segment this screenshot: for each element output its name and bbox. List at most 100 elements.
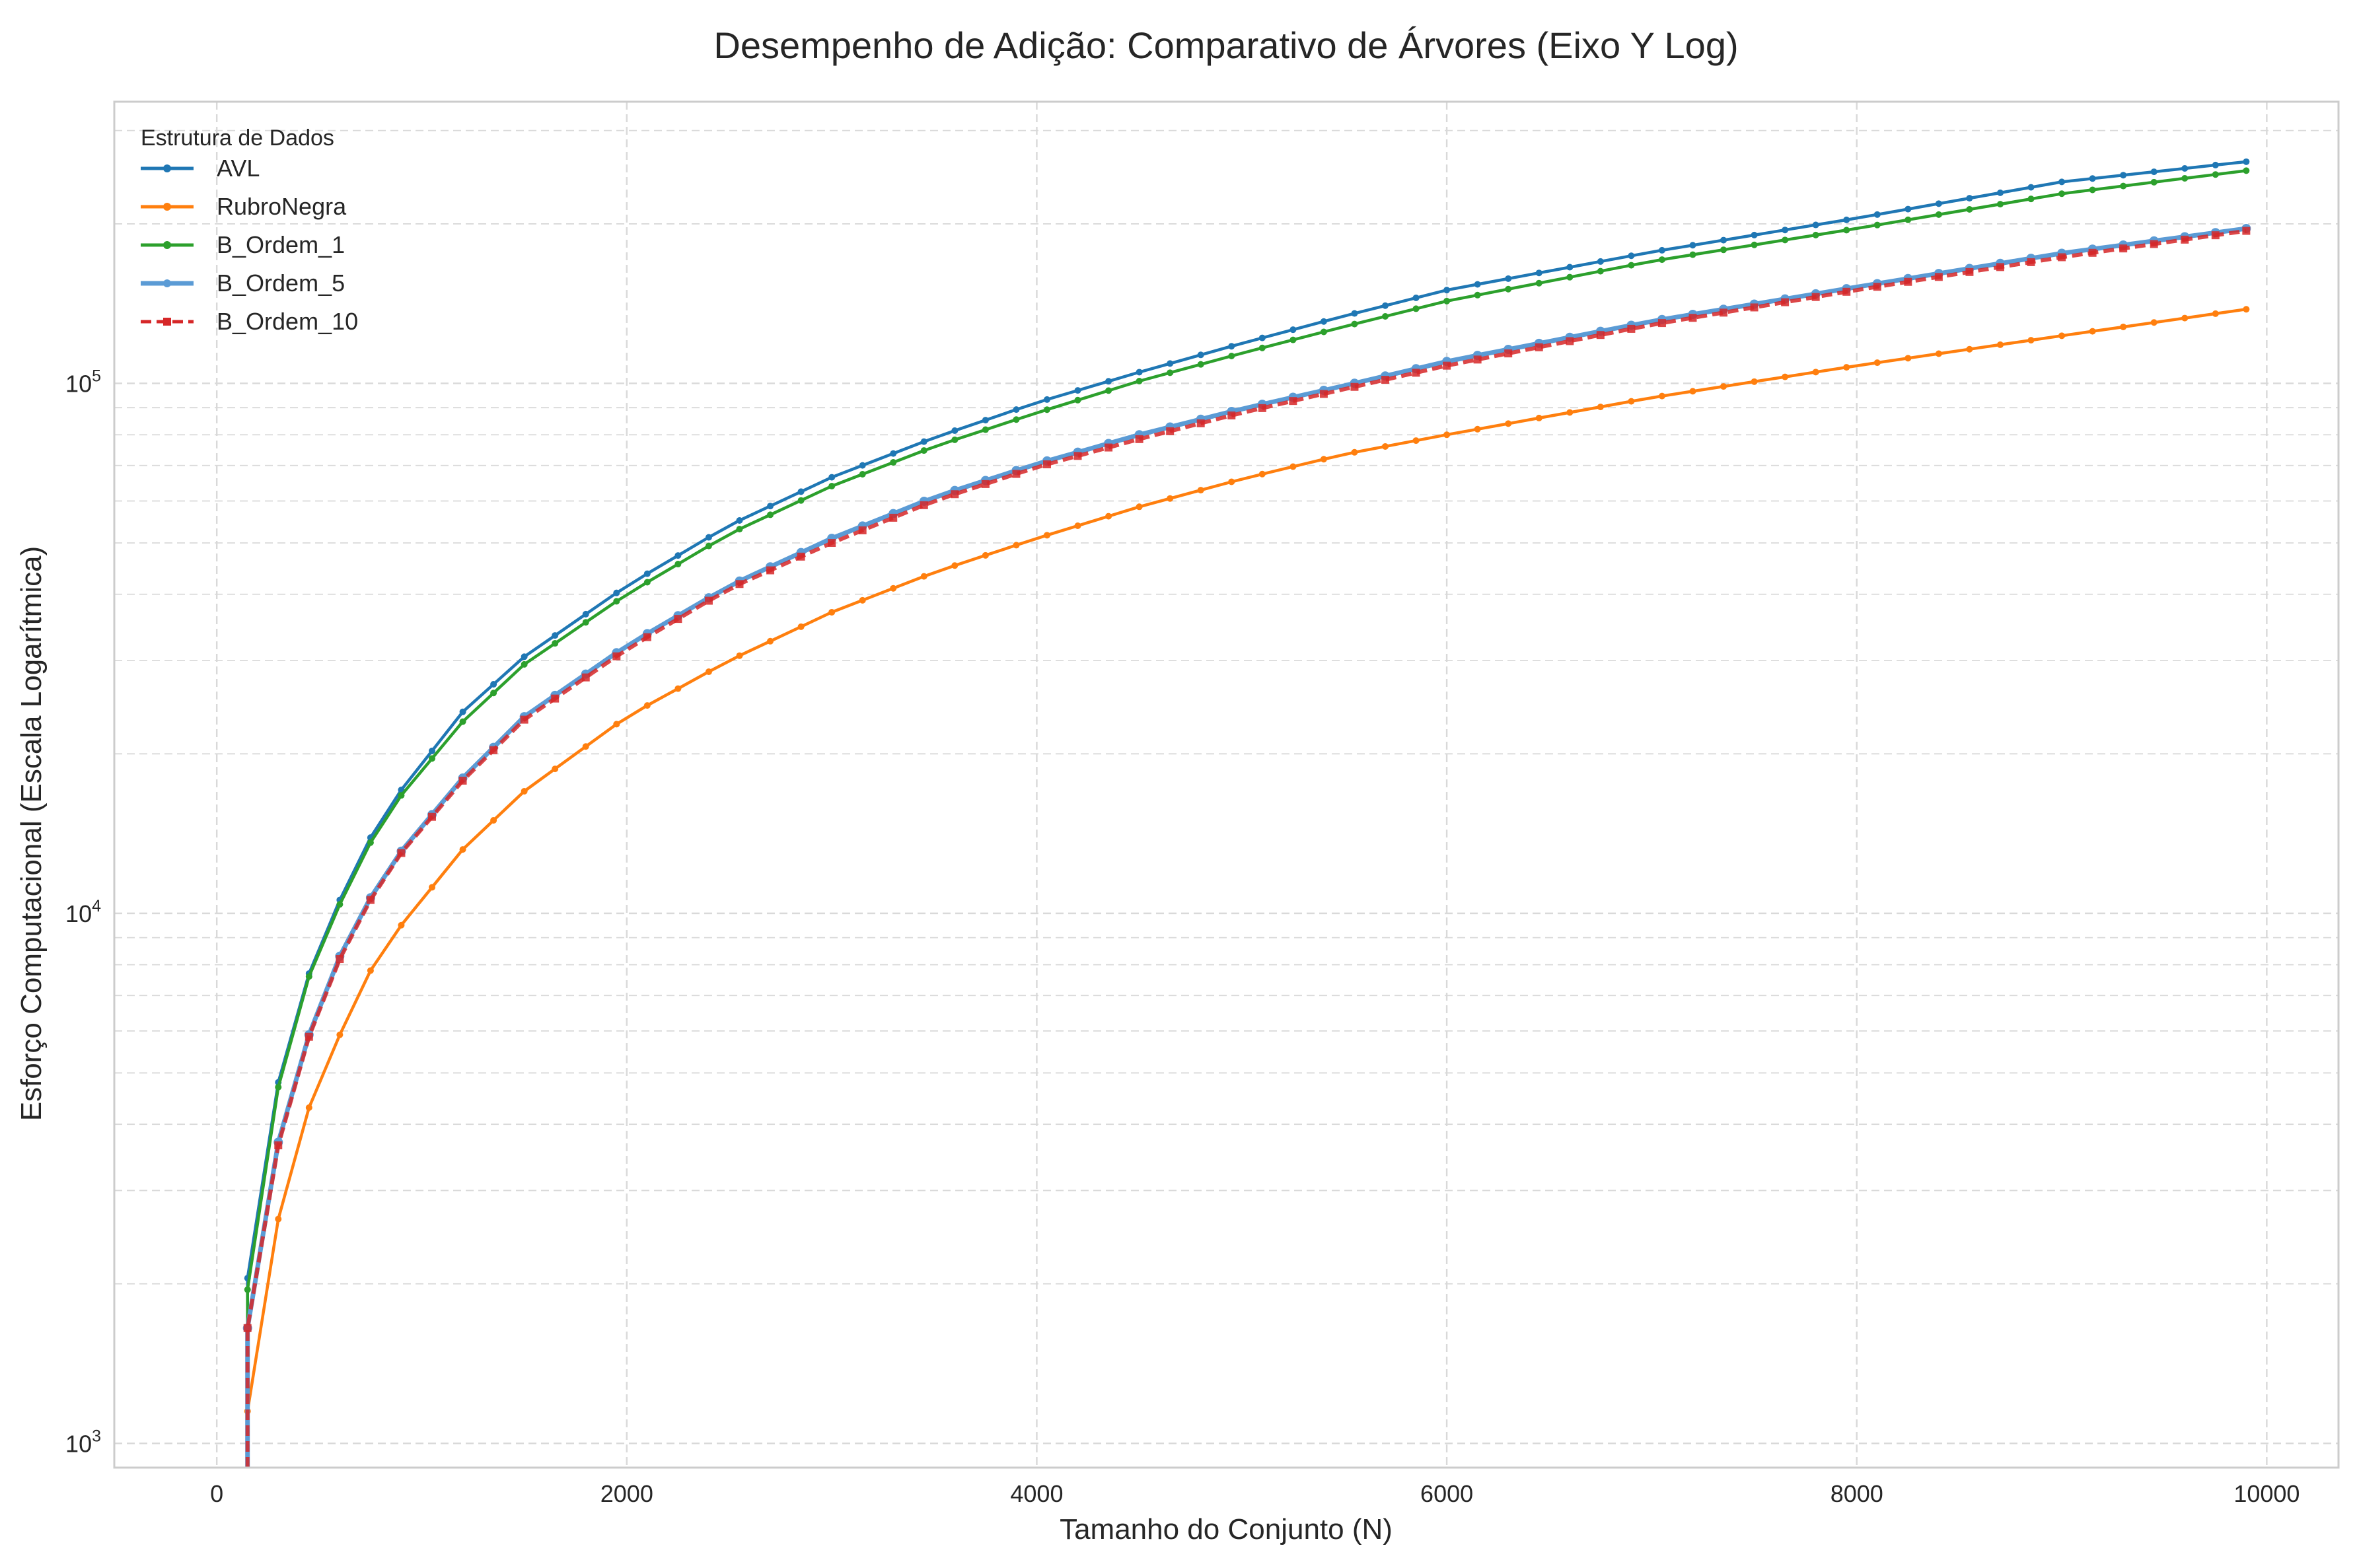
data-point-RubroNegra [2181, 314, 2189, 322]
data-point-B_Ordem_10 [1504, 349, 1513, 358]
data-point-AVL [459, 708, 466, 715]
y-tick-label: 104 [65, 897, 101, 927]
data-point-AVL [1628, 252, 1635, 260]
axes-border [113, 100, 2340, 1469]
data-point-RubroNegra [1751, 378, 1758, 385]
data-point-B_Ordem_10 [336, 955, 344, 964]
y-tick-label: 105 [65, 367, 101, 397]
data-point-AVL [1689, 242, 1696, 249]
data-point-B_Ordem_10 [1443, 361, 1451, 370]
data-point-AVL [1720, 236, 1727, 244]
data-point-B_Ordem_10 [1566, 337, 1574, 345]
data-point-RubroNegra [2212, 310, 2219, 317]
data-point-AVL [920, 438, 927, 445]
data-point-B_Ordem_10 [889, 513, 898, 522]
data-point-B_Ordem_1 [490, 690, 497, 697]
data-point-RubroNegra [1505, 420, 1512, 427]
data-point-B_Ordem_1 [1966, 205, 1973, 213]
data-point-AVL [2212, 161, 2219, 168]
data-point-B_Ordem_10 [674, 615, 682, 624]
data-point-RubroNegra [1474, 425, 1481, 433]
data-point-AVL [2150, 168, 2158, 176]
data-point-RubroNegra [1782, 373, 1789, 380]
data-point-B_Ordem_10 [1381, 376, 1389, 384]
data-point-B_Ordem_1 [1043, 406, 1050, 413]
x-tick-label: 4000 [1010, 1480, 1063, 1507]
data-point-B_Ordem_10 [735, 580, 744, 588]
data-point-RubroNegra [1628, 398, 1635, 405]
data-point-RubroNegra [336, 1031, 344, 1038]
data-point-B_Ordem_1 [1074, 396, 1081, 404]
data-point-B_Ordem_1 [828, 482, 836, 489]
data-point-B_Ordem_1 [2150, 178, 2158, 186]
data-point-RubroNegra [1658, 392, 1665, 400]
data-point-RubroNegra [1966, 345, 1973, 353]
data-point-AVL [1013, 406, 1020, 413]
data-point-RubroNegra [2089, 328, 2096, 335]
data-point-RubroNegra [1043, 532, 1050, 539]
plot-area [113, 100, 2340, 1469]
data-point-B_Ordem_1 [1443, 297, 1451, 304]
legend-marker-RubroNegra [163, 203, 171, 211]
data-point-AVL [1167, 360, 1174, 367]
x-tick-label: 2000 [600, 1480, 653, 1507]
grid-layer [114, 102, 2339, 1468]
y-tick-label: 103 [65, 1427, 101, 1457]
data-point-AVL [1904, 205, 1912, 213]
data-point-AVL [1658, 246, 1665, 254]
data-point-AVL [1843, 216, 1850, 223]
data-point-B_Ordem_1 [1228, 353, 1235, 360]
data-point-RubroNegra [2058, 332, 2066, 339]
data-point-AVL [1105, 378, 1112, 385]
data-point-RubroNegra [828, 608, 836, 616]
data-point-B_Ordem_10 [428, 812, 436, 821]
data-point-B_Ordem_1 [244, 1286, 251, 1293]
data-point-RubroNegra [705, 668, 712, 676]
data-point-B_Ordem_10 [1657, 319, 1666, 328]
data-point-AVL [1320, 318, 1327, 325]
data-point-B_Ordem_10 [1319, 390, 1328, 398]
data-point-B_Ordem_10 [1350, 382, 1359, 391]
data-point-AVL [1996, 189, 2004, 196]
data-point-AVL [951, 427, 959, 434]
data-point-RubroNegra [1412, 437, 1420, 445]
chart-title: Desempenho de Adição: Comparativo de Árv… [713, 24, 1738, 66]
data-point-AVL [1566, 264, 1574, 271]
data-point-B_Ordem_10 [1873, 283, 1881, 291]
data-point-RubroNegra [552, 766, 559, 773]
data-point-B_Ordem_10 [920, 501, 928, 509]
data-point-AVL [1474, 281, 1481, 288]
data-point-B_Ordem_1 [674, 561, 682, 568]
data-point-AVL [1505, 275, 1512, 282]
axes-background [114, 102, 2339, 1468]
data-point-B_Ordem_1 [1566, 273, 1574, 281]
data-point-B_Ordem_10 [1196, 419, 1205, 427]
data-point-AVL [1597, 258, 1604, 265]
data-point-B_Ordem_10 [243, 1324, 252, 1332]
data-point-B_Ordem_10 [1289, 397, 1297, 406]
data-point-RubroNegra [429, 884, 435, 891]
data-point-RubroNegra [1197, 487, 1204, 494]
x-axis-label: Tamanho do Conjunto (N) [1060, 1513, 1393, 1546]
data-point-B_Ordem_10 [612, 652, 621, 660]
data-point-RubroNegra [1873, 359, 1881, 367]
data-point-AVL [1443, 287, 1451, 294]
data-point-RubroNegra [275, 1215, 282, 1223]
data-point-AVL [982, 417, 989, 424]
data-point-AVL [490, 681, 497, 688]
data-point-RubroNegra [1535, 414, 1542, 421]
data-point-B_Ordem_10 [520, 715, 528, 724]
data-point-B_Ordem_1 [982, 426, 989, 433]
data-point-B_Ordem_10 [581, 673, 590, 682]
data-point-RubroNegra [521, 787, 528, 795]
legend-entries: AVL RubroNegra B_Ordem_1 B_Ordem_5 B_Ordem_1… [141, 155, 358, 335]
data-point-AVL [1228, 343, 1235, 350]
data-point-B_Ordem_1 [275, 1083, 282, 1090]
data-point-RubroNegra [1904, 355, 1912, 362]
data-point-B_Ordem_10 [797, 552, 805, 561]
data-point-B_Ordem_1 [429, 755, 435, 762]
data-point-RubroNegra [951, 562, 959, 569]
data-point-AVL [705, 534, 712, 541]
data-point-RubroNegra [1320, 456, 1327, 463]
data-point-RubroNegra [1258, 470, 1266, 478]
